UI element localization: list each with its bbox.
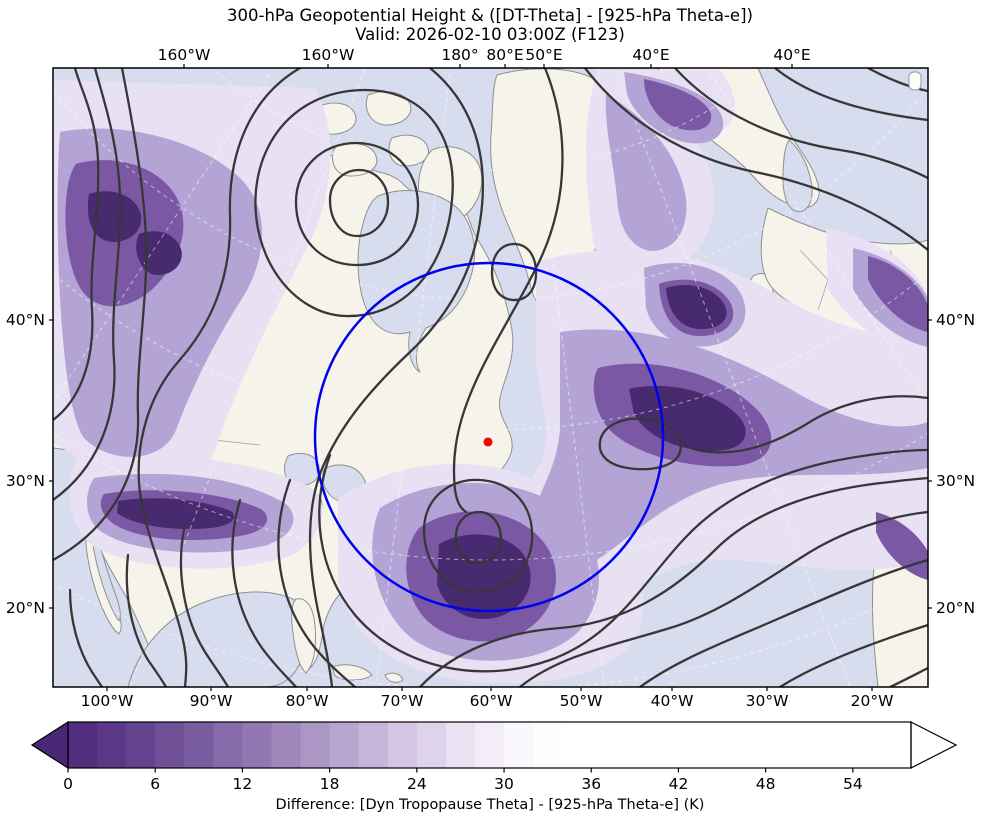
colorbar-segment xyxy=(184,722,214,768)
colorbar-tick-label: 18 xyxy=(320,775,340,793)
great-lake xyxy=(284,453,320,486)
colorbar-under-arrow xyxy=(30,720,69,770)
right-axis-tick-label: 30°N xyxy=(936,472,975,490)
colorbar-tick-label: 42 xyxy=(669,775,689,793)
colorbar-segment xyxy=(300,722,331,768)
colorbar-segment xyxy=(678,722,709,768)
colorbar-tick-label: 6 xyxy=(150,775,160,793)
colorbar-tick-label: 54 xyxy=(843,775,863,793)
colorbar-segment xyxy=(765,722,796,768)
colorbar-segment xyxy=(707,722,738,768)
bottom-axis-tick-label: 70°W xyxy=(381,692,424,710)
top-axis-tick-label: 180° xyxy=(441,46,478,64)
colorbar-segment xyxy=(620,722,650,768)
bottom-axis-tick-label: 20°W xyxy=(851,692,894,710)
colorbar-segment xyxy=(504,722,534,768)
colorbar-segment xyxy=(445,722,476,768)
graticule xyxy=(53,68,928,687)
florida xyxy=(291,598,316,674)
colorbar-segment xyxy=(533,722,563,768)
colorbar-segment xyxy=(329,722,360,768)
top-axis-tick-label: 80°E xyxy=(486,46,523,64)
center-marker-dot xyxy=(483,437,493,447)
colorbar-ticks: 0 6 12 18 24 30 36 42 48 54 xyxy=(63,768,863,793)
baltic-sea xyxy=(782,139,813,213)
colorbar-segment xyxy=(852,722,883,768)
right-axis-tick-label: 40°N xyxy=(936,311,975,329)
colorbar-segment xyxy=(387,722,418,768)
range-circle xyxy=(313,261,665,613)
colorbar: 0 6 12 18 24 30 36 42 48 54 Difference: [Dyn Trop… xyxy=(30,720,958,813)
colorbar-segment xyxy=(242,722,272,768)
colorbar-segment xyxy=(736,722,767,768)
colorbar-segments xyxy=(68,722,912,768)
colorbar-segment xyxy=(649,722,679,768)
figure-title: 300-hPa Geopotential Height & ([DT-Theta… xyxy=(227,6,753,25)
bottom-axis-tick-label: 40°W xyxy=(651,692,694,710)
colorbar-tick-label: 30 xyxy=(494,775,514,793)
colorbar-segment xyxy=(794,722,825,768)
colorbar-tick-label: 0 xyxy=(63,775,73,793)
colorbar-tick-label: 48 xyxy=(756,775,776,793)
colorbar-label: Difference: [Dyn Tropopause Theta] - [92… xyxy=(276,797,705,813)
bottom-axis-tick-label: 90°W xyxy=(190,692,233,710)
map-artifact xyxy=(908,71,922,91)
colorbar-tick-label: 36 xyxy=(581,775,601,793)
left-axis-tick-label: 20°N xyxy=(6,599,45,617)
colorbar-outline xyxy=(67,721,912,769)
top-axis-tick-label: 40°E xyxy=(632,46,669,64)
colorbar-segment xyxy=(126,722,156,768)
arctic-island xyxy=(365,91,412,126)
colorbar-segment xyxy=(823,722,854,768)
gulf-of-mexico xyxy=(127,591,309,687)
colorbar-segment xyxy=(358,722,389,768)
colorbar-segment xyxy=(271,722,302,768)
colorbar-segment xyxy=(591,722,621,768)
caribbean-island xyxy=(384,672,404,683)
colorbar-tick-label: 24 xyxy=(407,775,427,793)
top-axis-tick-label: 160°W xyxy=(158,46,211,64)
colorbar-segment xyxy=(213,722,243,768)
arctic-island xyxy=(388,134,430,167)
colorbar-over-arrow xyxy=(910,721,958,769)
colorbar-segment xyxy=(155,722,185,768)
shaded-field-darkest xyxy=(87,191,746,620)
left-axis-tick-label: 40°N xyxy=(6,311,45,329)
top-axis-tick-label: 40°E xyxy=(773,46,810,64)
bottom-axis-tick-label: 50°W xyxy=(560,692,603,710)
map-plot: 160°W 160°W 180° 80°E 50°E 40°E 40°E 100°W 90°W 8… xyxy=(6,46,975,710)
figure-subtitle: Valid: 2026-02-10 03:00Z (F123) xyxy=(355,25,625,44)
bottom-axis-tick-label: 80°W xyxy=(286,692,329,710)
colorbar-segment xyxy=(97,722,127,768)
colorbar-tick-label: 12 xyxy=(233,775,253,793)
colorbar-segment xyxy=(562,722,592,768)
top-axis-tick-label: 160°W xyxy=(302,46,355,64)
colorbar-segment xyxy=(416,722,447,768)
top-axis-tick-label: 50°E xyxy=(525,46,562,64)
axis-ticks: 160°W 160°W 180° 80°E 50°E 40°E 40°E 100°W 90°W 8… xyxy=(6,46,975,710)
height-contours xyxy=(53,68,928,687)
bottom-axis-tick-label: 30°W xyxy=(746,692,789,710)
left-axis-tick-label: 30°N xyxy=(6,472,45,490)
right-axis-tick-label: 20°N xyxy=(936,599,975,617)
colorbar-segment xyxy=(474,722,505,768)
bottom-axis-tick-label: 100°W xyxy=(81,692,134,710)
colorbar-segment xyxy=(68,722,98,768)
bottom-axis-tick-label: 60°W xyxy=(470,692,513,710)
colorbar-segment xyxy=(881,722,912,768)
